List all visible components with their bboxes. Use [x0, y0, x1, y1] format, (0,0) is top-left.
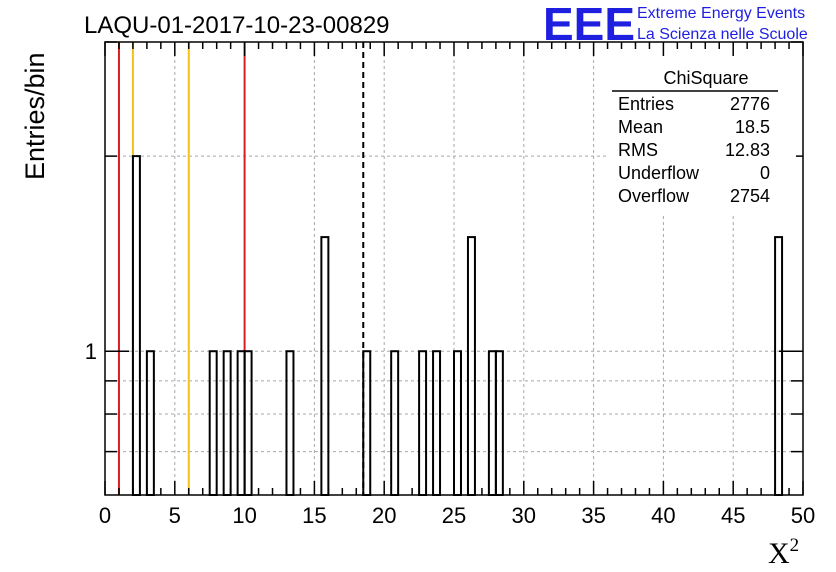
x-tick-label: 25 — [442, 503, 466, 528]
stats-row-label: Mean — [618, 117, 663, 137]
x-axis-label: X2 — [768, 535, 799, 570]
histogram-bar — [494, 350, 504, 496]
stats-box-background — [608, 56, 796, 214]
histogram-bar — [418, 350, 428, 496]
stats-row-value: 2754 — [730, 186, 770, 206]
x-tick-label: 0 — [99, 503, 111, 528]
histogram-bar — [774, 236, 784, 497]
histogram-bar — [222, 350, 232, 496]
x-tick-label: 5 — [169, 503, 181, 528]
x-tick-label: 35 — [581, 503, 605, 528]
histogram-bar — [466, 236, 476, 497]
stats-row-value: 2776 — [730, 94, 770, 114]
y-axis-label: Entries/bin — [20, 52, 50, 180]
x-axis-label-main: X — [768, 537, 790, 570]
histogram-bar — [243, 350, 253, 496]
x-tick-label: 40 — [651, 503, 675, 528]
histogram-bar — [285, 350, 295, 496]
y-tick-label: 1 — [85, 339, 97, 364]
histogram-bar — [320, 236, 330, 497]
stats-box: ChiSquare Entries 2776 Mean 18.5 RMS 12.83 Und… — [608, 56, 796, 214]
x-tick-label: 30 — [512, 503, 536, 528]
histogram-bar — [362, 350, 372, 496]
histogram-bar — [131, 155, 141, 497]
x-axis-label-sup: 2 — [790, 535, 800, 556]
stats-row-value: 18.5 — [735, 117, 770, 137]
stats-row-value: 12.83 — [725, 140, 770, 160]
axes: 0 5 10 15 20 25 30 35 40 45 50 1 — [85, 41, 815, 528]
reference-lines — [117, 42, 365, 495]
histogram-bar — [236, 350, 246, 496]
stats-row-label: Entries — [618, 94, 674, 114]
histogram-bar — [432, 350, 442, 496]
histogram-bar — [453, 350, 462, 496]
stats-row-label: RMS — [618, 140, 658, 160]
stats-box-title: ChiSquare — [663, 68, 748, 88]
chart-title: LAQU-01-2017-10-23-00829 — [84, 12, 390, 39]
logo-line-2: La Scienza nelle Scuole — [637, 26, 808, 43]
x-tick-label: 10 — [232, 503, 256, 528]
stats-row-label: Underflow — [618, 163, 700, 183]
stats-row-label: Overflow — [618, 186, 690, 206]
histogram-bar — [208, 350, 218, 496]
histogram-bar — [145, 350, 155, 496]
stats-row-value: 0 — [760, 163, 770, 183]
x-tick-label: 50 — [791, 503, 815, 528]
logo-line-1: Extreme Energy Events — [637, 5, 805, 22]
x-tick-label: 45 — [721, 503, 745, 528]
x-tick-label: 20 — [372, 503, 396, 528]
histogram-bar — [390, 350, 400, 496]
histogram-bar — [487, 350, 497, 496]
x-tick-label: 15 — [302, 503, 326, 528]
